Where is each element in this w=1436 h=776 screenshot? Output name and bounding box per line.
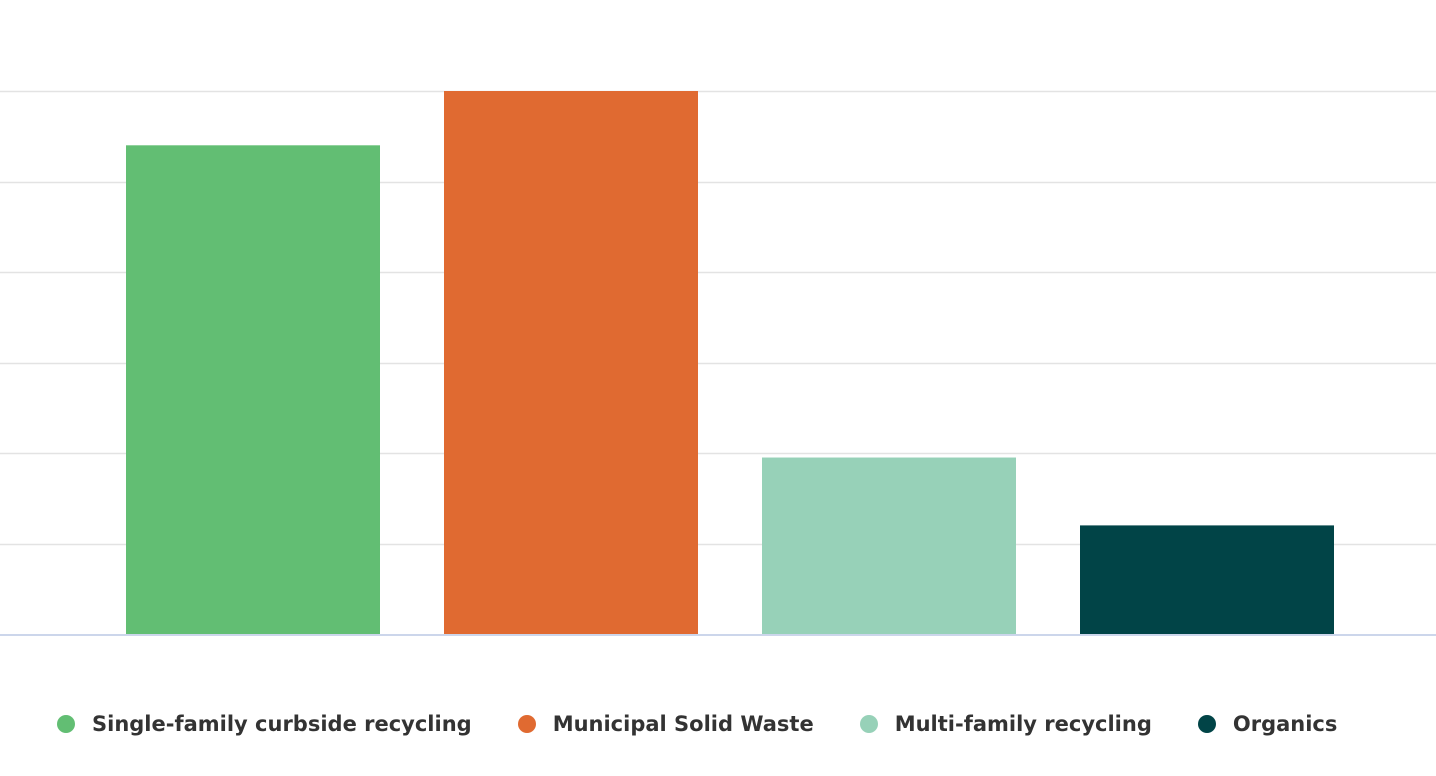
legend-item-multi-family[interactable]: Multi-family recycling (859, 712, 1152, 736)
legend-label: Organics (1232, 712, 1338, 736)
bar-organics[interactable] (1080, 525, 1334, 634)
legend-dot-icon (1197, 715, 1216, 733)
legend-dot-icon (859, 715, 878, 733)
legend-dot-icon (57, 715, 75, 733)
legend-item-organics[interactable]: Organics (1197, 712, 1338, 736)
bar-municipal-solid-waste[interactable] (444, 91, 698, 634)
legend-label: Municipal Solid Waste (552, 712, 814, 736)
legend-dot-icon (517, 715, 536, 733)
legend-label: Single-family curbside recycling (92, 712, 472, 736)
bar-single-family-curbside-recycling[interactable] (126, 145, 380, 635)
bars (126, 91, 1334, 635)
bar-multi-family-recycling[interactable] (762, 457, 1016, 634)
legend-item-municipal-solid-waste[interactable]: Municipal Solid Waste (517, 712, 814, 736)
bar-chart (0, 90, 1436, 636)
legend-item-single-family[interactable]: Single-family curbside recycling (57, 712, 472, 736)
legend: Single-family curbside recycling Municip… (57, 706, 1383, 742)
legend-label: Multi-family recycling (894, 712, 1152, 736)
